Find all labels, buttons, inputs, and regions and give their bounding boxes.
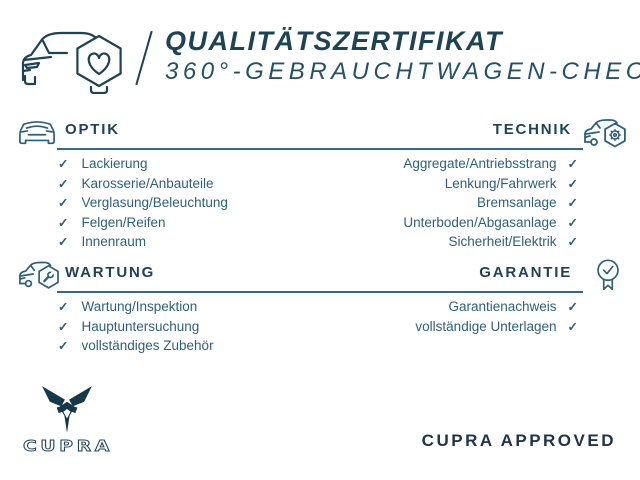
page-subtitle: 360°-GEBRAUCHTWAGEN-CHECK <box>165 58 640 85</box>
header: QUALITÄTSZERTIFIKAT 360°-GEBRAUCHTWAGEN-… <box>15 24 640 94</box>
item-label: Sicherheit/Elektrik <box>448 234 557 250</box>
car-hexagon-heart-icon <box>21 31 122 94</box>
section-label-optik: OPTIK <box>65 121 120 138</box>
item-label: Hauptuntersuchung <box>81 318 200 334</box>
list-item: ✓ vollständiges Zubehör <box>58 338 214 358</box>
section-row-optik-technik: OPTIK TECHNIK ✓ Lackierung ✓ Ka <box>0 112 640 252</box>
item-label: Innenraum <box>81 234 147 250</box>
list-item: Garantienachweis ✓ <box>448 299 578 319</box>
check-icon: ✓ <box>58 319 69 334</box>
check-icon: ✓ <box>567 319 578 334</box>
list-item: Aggregate/Antriebsstrang ✓ <box>403 156 578 176</box>
list-item: Bremsanlage ✓ <box>477 195 578 215</box>
garantie-items: Garantienachweis ✓ vollständige Unterlage… <box>415 299 578 338</box>
check-icon: ✓ <box>567 176 578 191</box>
check-icon: ✓ <box>567 300 578 314</box>
list-item: Sicherheit/Elektrik ✓ <box>448 234 578 254</box>
cupra-wordmark: CUPRA <box>23 437 113 455</box>
car-wrench-icon <box>19 261 59 289</box>
list-item: ✓ Hauptuntersuchung <box>58 319 214 339</box>
check-icon: ✓ <box>58 235 69 250</box>
brand-text: CUPRA <box>23 437 113 455</box>
page-title: QUALITÄTSZERTIFIKAT <box>165 26 503 56</box>
check-icon: ✓ <box>567 196 578 211</box>
optik-items: ✓ Lackierung ✓ Karosserie/Anbauteile ✓ Verg… <box>58 156 228 254</box>
list-item: ✓ Wartung/Inspektion <box>58 299 214 319</box>
item-label: vollständige Unterlagen <box>415 318 557 334</box>
section-label-wartung: WARTUNG <box>65 264 156 281</box>
list-item: ✓ Lackierung <box>58 156 228 176</box>
item-label: vollständiges Zubehör <box>81 338 214 354</box>
list-item: ✓ Karosserie/Anbauteile <box>58 176 228 196</box>
list-item: ✓ Felgen/Reifen <box>58 215 228 235</box>
check-icon: ✓ <box>58 300 69 314</box>
check-icon: ✓ <box>58 196 69 211</box>
section-header-band: OPTIK TECHNIK <box>0 112 640 150</box>
check-icon: ✓ <box>58 157 69 171</box>
award-ribbon-icon <box>597 259 619 291</box>
list-item: ✓ Innenraum <box>58 234 228 254</box>
wartung-items: ✓ Wartung/Inspektion ✓ Hauptuntersuchung ✓… <box>58 299 214 358</box>
section-row-wartung-garantie: WARTUNG GARANTIE ✓ Wartung/Inspektion ✓ Ha… <box>0 255 640 370</box>
check-icon: ✓ <box>567 235 578 250</box>
slash-divider <box>135 30 153 86</box>
title-block: QUALITÄTSZERTIFIKAT 360°-GEBRAUCHTWAGEN-… <box>165 24 640 87</box>
technik-items: Aggregate/Antriebsstrang ✓ Lenkung/Fahrwe… <box>403 156 578 254</box>
check-icon: ✓ <box>58 215 69 230</box>
list-item: vollständige Unterlagen ✓ <box>415 319 578 339</box>
list-item: Unterboden/Abgasanlage ✓ <box>403 215 578 235</box>
cupra-emblem-logo <box>42 386 92 433</box>
item-label: Aggregate/Antriebsstrang <box>403 156 557 171</box>
item-label: Lenkung/Fahrwerk <box>444 175 557 191</box>
item-label: Bremsanlage <box>476 195 557 211</box>
approved-label: CUPRA APPROVED <box>421 431 616 450</box>
section-header-band: WARTUNG GARANTIE <box>0 255 640 293</box>
item-label: Verglasung/Beleuchtung <box>81 195 228 211</box>
section-rule <box>57 291 583 293</box>
item-label: Lackierung <box>81 156 148 171</box>
list-item: Lenkung/Fahrwerk ✓ <box>445 176 578 196</box>
list-item: ✓ Verglasung/Beleuchtung <box>58 195 228 215</box>
section-rule <box>57 148 583 150</box>
item-label: Wartung/Inspektion <box>81 299 198 314</box>
item-label: Felgen/Reifen <box>81 214 166 230</box>
car-front-icon <box>19 121 55 145</box>
item-label: Garantienachweis <box>448 299 557 314</box>
item-label: Unterboden/Abgasanlage <box>403 214 557 230</box>
item-label: Karosserie/Anbauteile <box>81 175 214 191</box>
check-icon: ✓ <box>58 176 69 191</box>
section-label-garantie: GARANTIE <box>479 264 572 281</box>
check-icon: ✓ <box>567 215 578 230</box>
check-icon: ✓ <box>567 157 578 171</box>
check-icon: ✓ <box>58 339 69 354</box>
section-label-technik: TECHNIK <box>492 121 572 138</box>
car-gear-icon <box>584 119 626 148</box>
